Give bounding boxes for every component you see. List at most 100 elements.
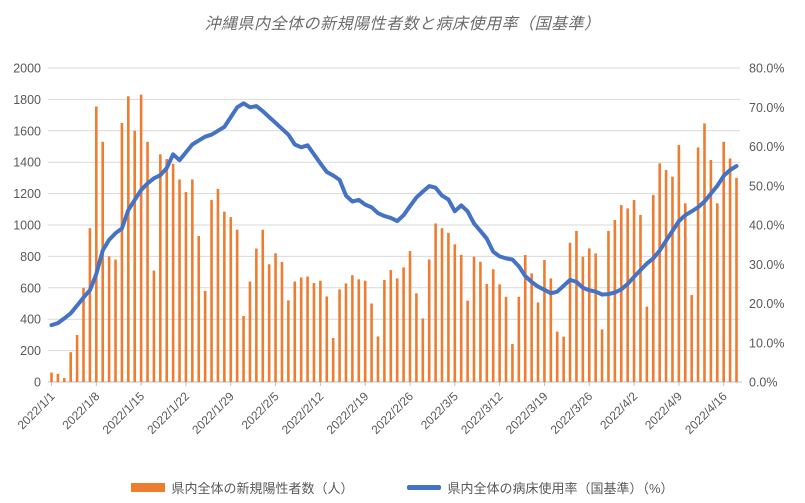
- bar: [203, 290, 207, 382]
- bar: [75, 334, 79, 382]
- bar: [517, 296, 521, 382]
- legend-bar-label: 県内全体の新規陽性者数（人）: [171, 481, 354, 496]
- bar: [56, 373, 60, 382]
- bar: [511, 344, 514, 382]
- bar: [261, 229, 265, 382]
- bar: [395, 278, 399, 382]
- bar: [178, 179, 181, 382]
- bar: [536, 302, 540, 382]
- bar: [114, 259, 117, 382]
- y-right-tick-label: 60.0%: [749, 140, 784, 154]
- bar: [587, 248, 591, 382]
- bar: [389, 270, 393, 382]
- bar: [133, 130, 137, 382]
- bar: [568, 242, 572, 382]
- y-right-tick-label: 80.0%: [749, 62, 784, 76]
- bar: [600, 329, 604, 382]
- bar: [235, 229, 239, 382]
- y-left-tick-label: 2000: [13, 62, 41, 76]
- y-left-tick-label: 400: [20, 313, 41, 327]
- bar: [671, 176, 674, 382]
- bar: [607, 230, 610, 382]
- y-right-tick-label: 10.0%: [749, 336, 784, 350]
- y-left-tick-label: 800: [20, 250, 41, 264]
- legend-item-bed-usage: 県内全体の病床使用率（国基準）（%）: [407, 478, 674, 497]
- bar: [408, 251, 412, 382]
- bar: [735, 177, 738, 382]
- bar: [555, 331, 559, 382]
- bar: [728, 158, 732, 382]
- bar: [709, 160, 713, 382]
- bar: [63, 378, 66, 382]
- bar: [325, 296, 329, 382]
- bar: [543, 260, 546, 382]
- bar: [184, 192, 188, 382]
- x-tick-label: 2022/1/15: [100, 389, 148, 437]
- bar: [722, 141, 725, 382]
- bar: [651, 195, 655, 382]
- bar: [319, 280, 322, 382]
- bar: [127, 96, 130, 382]
- bar: [715, 203, 719, 382]
- x-tick-label: 2022/2/5: [239, 389, 282, 432]
- bar: [280, 261, 284, 382]
- bar: [331, 338, 335, 382]
- bar: [299, 277, 303, 382]
- bar: [274, 253, 277, 382]
- y-left-tick-label: 1400: [13, 156, 41, 170]
- bar: [255, 248, 258, 382]
- x-tick-label: 2022/1/1: [15, 389, 58, 432]
- bar: [152, 270, 156, 382]
- bar: [575, 230, 578, 382]
- bar: [312, 283, 316, 382]
- bar: [427, 259, 431, 382]
- bar: [549, 278, 553, 382]
- bar: [466, 300, 469, 382]
- bar: [613, 219, 617, 382]
- bar: [159, 154, 162, 382]
- bar: [197, 235, 201, 382]
- x-tick-label: 2022/1/8: [59, 389, 102, 432]
- bar: [683, 203, 687, 382]
- bar: [229, 217, 233, 382]
- bar: [306, 276, 309, 382]
- bar: [69, 352, 73, 382]
- y-right-tick-label: 20.0%: [749, 297, 784, 311]
- bar: [639, 214, 642, 382]
- bar: [191, 179, 194, 382]
- x-tick-label: 2022/3/19: [503, 389, 551, 437]
- y-left-tick-label: 0: [34, 376, 41, 390]
- bar: [664, 170, 668, 382]
- bar: [351, 275, 354, 382]
- bar: [210, 199, 213, 382]
- bar: [415, 293, 418, 382]
- bar: [677, 145, 681, 382]
- bar: [594, 253, 597, 382]
- bar: [287, 300, 290, 382]
- bar: [562, 336, 565, 382]
- bar: [50, 372, 53, 382]
- bar: [472, 256, 476, 382]
- bar: [491, 269, 495, 382]
- y-left-tick-label: 1000: [13, 219, 41, 233]
- bar: [101, 141, 105, 382]
- bar: [453, 244, 457, 382]
- chart-title: 沖縄県内全体の新規陽性者数と病床使用率（国基準）: [204, 16, 601, 33]
- bar: [703, 123, 706, 383]
- bar: [421, 318, 425, 382]
- legend: 県内全体の新規陽性者数（人） 県内全体の病床使用率（国基準）（%）: [0, 478, 805, 497]
- bar: [82, 287, 85, 382]
- y-left-tick-label: 200: [20, 344, 41, 358]
- legend-line-label: 県内全体の病床使用率（国基準）（%）: [447, 481, 674, 496]
- x-tick-label: 2022/2/26: [368, 389, 416, 437]
- bar: [632, 200, 636, 382]
- x-tick-label: 2022/1/29: [189, 389, 237, 437]
- bar: [357, 279, 361, 382]
- bar: [696, 147, 700, 382]
- bar: [645, 306, 649, 382]
- bar: [139, 94, 143, 382]
- y-left-tick-label: 1600: [13, 124, 41, 138]
- bar: [95, 106, 98, 382]
- x-tick-label: 2022/4/2: [597, 389, 640, 432]
